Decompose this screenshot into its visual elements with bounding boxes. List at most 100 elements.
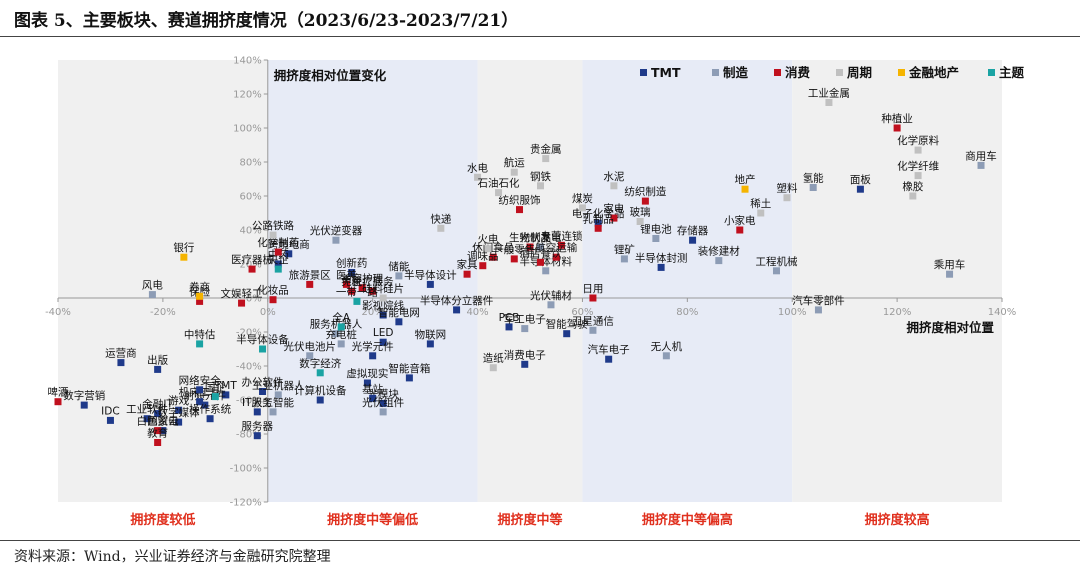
point-label: 一带一路 xyxy=(336,285,378,298)
point-label: 造纸 xyxy=(483,352,504,365)
point-0-2 xyxy=(657,263,665,271)
point-label: 家电 xyxy=(603,202,624,215)
legend-label-4: 金融地产 xyxy=(908,65,959,80)
point-4-2 xyxy=(196,292,204,300)
point-label: 网络安全 xyxy=(179,374,221,387)
point-2-6 xyxy=(526,243,534,251)
point-2-3 xyxy=(610,214,618,222)
point-2-1 xyxy=(641,197,649,205)
point-label: 医疗器械 xyxy=(231,253,273,266)
y-tick-label: -20% xyxy=(236,328,262,339)
legend-label-2: 消费 xyxy=(785,65,811,80)
point-label: 运营商 xyxy=(105,347,137,360)
point-1-17 xyxy=(379,408,387,416)
point-3-15 xyxy=(484,245,492,253)
point-0-5 xyxy=(453,306,461,314)
point-label: 汽车零部件 xyxy=(792,294,845,307)
point-label: 游戏 xyxy=(168,394,189,407)
point-label: 锂电池 xyxy=(640,223,672,236)
point-label: 化学制药 xyxy=(257,236,299,249)
point-2-15 xyxy=(274,248,282,256)
point-label: 调味品 xyxy=(467,251,499,263)
x-tick-label: 80% xyxy=(676,307,698,318)
point-0-21 xyxy=(253,432,261,440)
point-2-5 xyxy=(594,224,602,232)
point-label: 乳制品 xyxy=(582,212,614,225)
point-label: 基站 xyxy=(362,382,383,395)
point-0-9 xyxy=(563,330,571,338)
point-label: 数字媒体 xyxy=(158,406,200,419)
point-0-28 xyxy=(80,401,88,409)
point-0-18 xyxy=(316,396,324,404)
point-label: 酒店餐饮 xyxy=(519,246,561,259)
top-divider xyxy=(0,36,1080,37)
point-label: 工业软件 xyxy=(126,403,168,416)
point-label: 乘用车 xyxy=(934,258,966,271)
point-label: 人工智能 xyxy=(252,396,294,409)
point-0-32 xyxy=(175,418,183,426)
point-label: 物联网 xyxy=(415,328,447,341)
point-1-13 xyxy=(521,325,529,333)
bottom-divider xyxy=(0,540,1080,541)
point-label: 数字经济 xyxy=(299,357,341,370)
zone-band-1 xyxy=(267,60,478,502)
point-4-0 xyxy=(741,185,749,193)
point-1-16 xyxy=(306,352,314,360)
point-label: 中特估 xyxy=(184,328,216,341)
point-label: 半导体设备 xyxy=(236,333,289,346)
point-3-6 xyxy=(542,155,550,163)
point-0-38 xyxy=(274,260,282,268)
point-0-39 xyxy=(348,269,356,276)
x-tick-label: 60% xyxy=(571,307,593,318)
point-1-7 xyxy=(620,255,628,263)
y-tick-label: -80% xyxy=(236,430,262,441)
point-3-4 xyxy=(783,194,791,202)
x-tick-label: -40% xyxy=(45,307,71,318)
point-label: 化学原料 xyxy=(897,134,939,147)
point-2-26 xyxy=(154,439,162,446)
point-label: 国资云 xyxy=(147,416,179,428)
point-2-14 xyxy=(589,294,597,302)
point-1-1 xyxy=(946,270,954,278)
point-label: 氢能 xyxy=(803,172,824,185)
point-label: 塑料 xyxy=(776,182,797,195)
point-4-1 xyxy=(180,253,188,261)
point-label: 橡胶 xyxy=(902,180,923,193)
point-label: PCB xyxy=(499,312,520,324)
x-tick-label: 100% xyxy=(778,307,807,318)
point-1-6 xyxy=(652,235,660,242)
point-0-35 xyxy=(143,415,151,423)
point-3-13 xyxy=(636,218,644,225)
point-label: 公路铁路 xyxy=(252,219,294,232)
point-label: 光伏组件 xyxy=(362,396,404,409)
point-0-20 xyxy=(253,408,261,416)
point-label: 计算机设备 xyxy=(294,384,347,397)
point-1-0 xyxy=(977,161,985,169)
point-label: 虚拟现实 xyxy=(346,367,388,380)
point-2-9 xyxy=(489,253,497,261)
point-2-10 xyxy=(479,262,487,270)
point-label: 光伏辅材 xyxy=(530,289,572,302)
point-2-25 xyxy=(154,427,162,435)
point-2-23 xyxy=(369,287,377,295)
point-0-6 xyxy=(379,311,387,319)
point-0-13 xyxy=(521,360,529,368)
point-label: 石油石化 xyxy=(478,177,520,190)
point-label: 无人机 xyxy=(651,340,683,353)
point-label: 光伏电池片 xyxy=(283,340,336,353)
point-label: 服务器 xyxy=(242,420,274,433)
point-3-0 xyxy=(825,99,833,106)
point-0-16 xyxy=(363,379,371,387)
point-0-1 xyxy=(689,236,697,244)
point-2-0 xyxy=(893,124,901,132)
point-label: 半导体分立器件 xyxy=(420,294,494,307)
point-5-1 xyxy=(196,340,204,348)
x-tick-label: 40% xyxy=(466,307,488,318)
point-label: 服务机器人 xyxy=(310,318,363,331)
point-1-11 xyxy=(395,272,403,280)
point-label: 煤炭 xyxy=(572,192,593,205)
point-5-6 xyxy=(211,393,219,401)
point-label: 小家电 xyxy=(724,214,756,227)
point-3-18 xyxy=(379,294,387,302)
point-label: 操作系统 xyxy=(189,403,231,416)
